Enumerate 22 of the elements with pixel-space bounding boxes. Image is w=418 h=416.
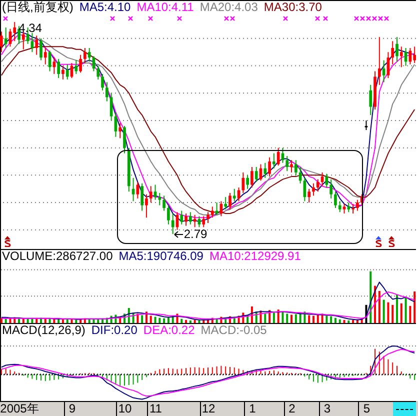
text: MA30:3.70 <box>264 0 322 14</box>
chart-title: VOLUME:286727.00 <box>2 249 113 263</box>
text: DIF:0.20 <box>91 323 138 337</box>
annotation: 2.79 <box>184 227 208 241</box>
text: MA5:190746.09 <box>118 249 204 263</box>
x-tick-label: 9 <box>68 402 76 416</box>
text: MA10:212929.91 <box>209 249 301 263</box>
text: MA5:4.10 <box>79 0 131 14</box>
text: MA20:4.03 <box>200 0 258 14</box>
text: MA10:4.11 <box>136 0 194 14</box>
x-tick-label: 11 <box>150 402 162 416</box>
x-tick-label: 5 <box>363 402 370 416</box>
x-tick-label: 2 <box>288 402 296 416</box>
x-tick-label: 10 <box>118 402 132 416</box>
chart-title: MACD(12,26,9) <box>2 323 86 337</box>
x-tick-label: 2005年 <box>0 402 39 416</box>
text: DEA:0.22 <box>143 323 195 337</box>
x-tick-label: 3 <box>324 402 331 416</box>
chart-title: (日线,前复权) <box>2 0 74 14</box>
x-tick-label: 12 <box>202 402 216 416</box>
x-tick-label: 1 <box>249 402 256 416</box>
annotation: MACD:-0.05 <box>200 323 267 337</box>
